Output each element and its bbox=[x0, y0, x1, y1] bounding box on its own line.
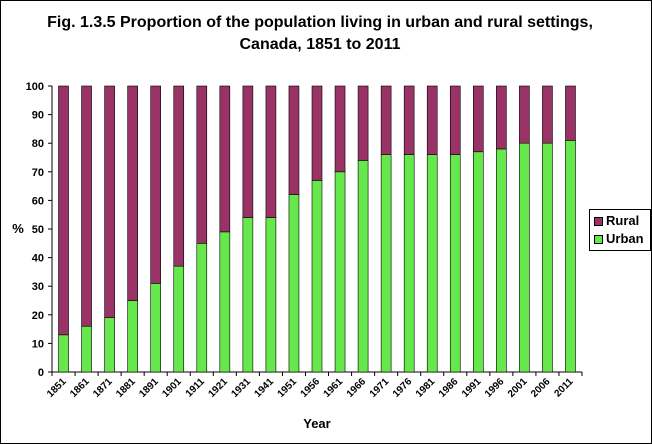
y-tick-label: 70 bbox=[32, 167, 44, 179]
bar-rural bbox=[565, 85, 576, 141]
bar-urban bbox=[496, 148, 507, 373]
bar-rural bbox=[81, 85, 92, 327]
bar-rural bbox=[127, 85, 138, 301]
y-tick-label: 60 bbox=[32, 195, 44, 207]
bar-rural bbox=[173, 85, 185, 267]
x-tick-label: 1881 bbox=[114, 376, 138, 400]
x-tick-label: 1911 bbox=[184, 376, 207, 399]
bar-rural bbox=[357, 85, 369, 161]
x-tick-label: 1941 bbox=[253, 376, 277, 400]
bar-urban bbox=[265, 217, 277, 373]
x-tick-label: 1931 bbox=[229, 376, 253, 400]
chart-title: Fig. 1.3.5 Proportion of the population … bbox=[47, 14, 593, 53]
y-tick-label: 0 bbox=[38, 367, 44, 379]
x-tick-label: 1951 bbox=[276, 376, 300, 400]
bar-urban bbox=[403, 154, 415, 373]
bar-rural bbox=[380, 85, 392, 155]
y-tick-label: 80 bbox=[32, 138, 44, 150]
x-tick-label: 1901 bbox=[160, 376, 184, 400]
x-tick-label: 2001 bbox=[506, 376, 530, 400]
bar-urban bbox=[473, 151, 484, 373]
bar-urban bbox=[196, 243, 208, 373]
y-tick-label: 20 bbox=[32, 310, 44, 322]
x-tick-label: 1991 bbox=[460, 376, 484, 400]
bar-urban bbox=[219, 231, 231, 373]
bar-rural bbox=[265, 85, 277, 218]
bar-urban bbox=[150, 283, 161, 373]
legend-label-urban: Urban bbox=[606, 231, 644, 246]
bar-urban bbox=[104, 317, 115, 373]
x-tick-label: 1861 bbox=[68, 376, 92, 400]
bar-urban bbox=[426, 154, 438, 373]
bar-rural bbox=[496, 85, 507, 150]
y-axis-title: % bbox=[12, 221, 24, 236]
x-tick-label: 2011 bbox=[552, 376, 575, 399]
bar-rural bbox=[58, 85, 69, 336]
bar-urban bbox=[311, 180, 323, 373]
x-tick-label: 1971 bbox=[368, 376, 392, 400]
bar-rural bbox=[196, 85, 208, 244]
bar-urban bbox=[565, 140, 576, 373]
bar-urban bbox=[519, 142, 530, 373]
bar-urban bbox=[380, 154, 392, 373]
x-tick-label: 1891 bbox=[137, 376, 161, 400]
bar-rural bbox=[104, 85, 115, 318]
x-tick-label: 1986 bbox=[437, 376, 461, 400]
legend: Rural Urban bbox=[589, 209, 651, 251]
y-tick-label: 90 bbox=[32, 110, 44, 122]
bar-rural bbox=[426, 85, 438, 155]
bar-urban bbox=[242, 217, 254, 373]
bar-rural bbox=[242, 85, 254, 218]
x-tick-label: 1871 bbox=[91, 376, 115, 400]
y-tick-label: 50 bbox=[32, 224, 44, 236]
bar-rural bbox=[288, 85, 300, 195]
x-tick-label: 1996 bbox=[483, 376, 507, 400]
x-tick-label: 1981 bbox=[414, 376, 438, 400]
x-axis-title: Year bbox=[303, 416, 330, 431]
bar-rural bbox=[311, 85, 323, 181]
bar-rural bbox=[473, 85, 484, 153]
bar-rural bbox=[150, 85, 161, 284]
x-tick-label: 1921 bbox=[206, 376, 230, 400]
bar-urban bbox=[357, 160, 369, 373]
x-tick-label: 1956 bbox=[299, 376, 323, 400]
bar-rural bbox=[542, 85, 553, 144]
bar-urban bbox=[81, 325, 92, 373]
bar-rural bbox=[334, 85, 346, 173]
y-tick-label: 30 bbox=[32, 281, 44, 293]
y-tick-label: 40 bbox=[32, 253, 44, 265]
bar-urban bbox=[449, 154, 461, 373]
x-tick-label: 1851 bbox=[45, 376, 69, 400]
bar-urban bbox=[58, 334, 69, 373]
legend-label-rural: Rural bbox=[606, 213, 640, 228]
bar-rural bbox=[403, 85, 415, 155]
bar-urban bbox=[334, 171, 346, 373]
y-tick-label: 10 bbox=[32, 338, 44, 350]
bar-urban bbox=[173, 265, 185, 373]
bar-rural bbox=[449, 85, 461, 155]
legend-swatch-rural bbox=[594, 217, 603, 226]
x-tick-label: 1976 bbox=[391, 376, 415, 400]
bar-urban bbox=[542, 142, 553, 373]
y-tick-label: 100 bbox=[26, 81, 44, 93]
bar-rural bbox=[519, 85, 530, 144]
bar-rural bbox=[219, 85, 231, 233]
x-tick-label: 1961 bbox=[322, 376, 346, 400]
bar-urban bbox=[127, 300, 138, 373]
x-tick-label: 2006 bbox=[529, 376, 553, 400]
bar-urban bbox=[288, 194, 300, 373]
x-tick-label: 1966 bbox=[345, 376, 369, 400]
legend-swatch-urban bbox=[594, 235, 603, 244]
